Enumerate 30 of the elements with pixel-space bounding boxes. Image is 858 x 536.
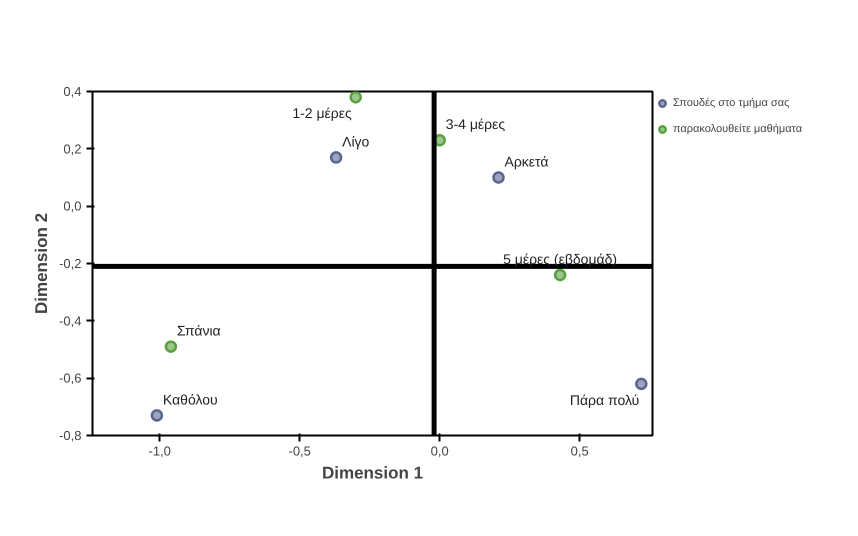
annotation: Αρκετά bbox=[504, 154, 548, 170]
point bbox=[554, 268, 566, 282]
annotation: 3-4 μέρες bbox=[446, 116, 506, 132]
x-tick-label: 0,0 bbox=[430, 444, 449, 458]
x-tick-label: -1,0 bbox=[148, 444, 171, 458]
y-tick-label: 0,4 bbox=[63, 84, 82, 99]
y-tick-label: -0,2 bbox=[59, 256, 82, 271]
legend-label: Σπουδές στο τμήμα σας bbox=[673, 97, 790, 109]
y-tick-label: -0,6 bbox=[59, 370, 82, 386]
annotation: Καθόλου bbox=[162, 391, 218, 408]
y-tick-label: -0,4 bbox=[59, 313, 82, 328]
point bbox=[492, 171, 505, 184]
annotation: Πάρα πολύ bbox=[570, 392, 640, 408]
x-axis-title: Dimension 1 bbox=[322, 464, 424, 482]
point bbox=[635, 378, 648, 390]
annotation: Σπάνια bbox=[176, 322, 221, 339]
point bbox=[330, 151, 342, 164]
y-tick-label: 0,0 bbox=[63, 198, 82, 214]
point bbox=[150, 409, 164, 422]
legend-label: παρακολουθείτε μαθήματα bbox=[673, 123, 802, 135]
annotation: 1-2 μέρες bbox=[292, 105, 352, 122]
annotation: 5 μέρες (εβδομάδ) bbox=[503, 250, 618, 267]
point bbox=[164, 340, 178, 353]
x-tick-label: 0,5 bbox=[570, 444, 589, 458]
y-tick-label: 0,2 bbox=[63, 141, 82, 156]
y-axis-title: Dimension 2 bbox=[32, 212, 52, 314]
y-tick-label: -0,8 bbox=[59, 428, 82, 443]
point bbox=[349, 92, 362, 104]
annotation: Λίγο bbox=[342, 133, 370, 150]
x-tick-label: -0,5 bbox=[288, 444, 311, 458]
